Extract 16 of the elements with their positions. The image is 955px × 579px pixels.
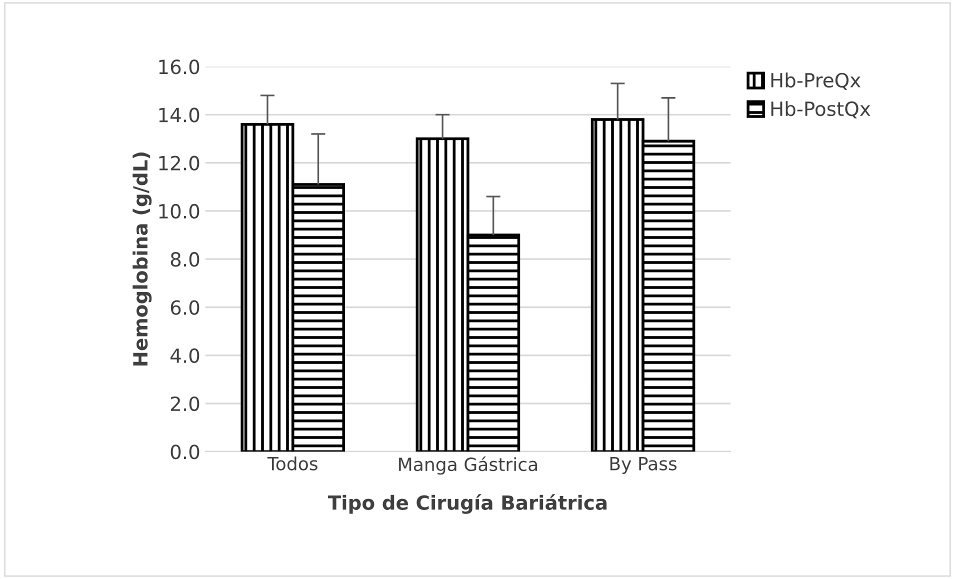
- x-tick-label: Todos: [267, 456, 318, 470]
- y-tick-label: 8.0: [170, 252, 200, 267]
- x-tick-label: By Pass: [610, 457, 677, 474]
- x-tick-label: Manga Gástrica: [399, 456, 537, 475]
- x-axis-title: Tipo de Cirugía Bariátrica: [328, 494, 607, 514]
- legend-label: Hb-PreQx: [771, 72, 861, 90]
- y-axis-title: Hemoglobina (g/dL): [132, 152, 152, 366]
- y-tick-label: 6.0: [170, 300, 200, 315]
- y-tick-label: 10.0: [159, 204, 200, 219]
- y-tick-label: 0.0: [170, 444, 200, 460]
- y-tick-label: 14.0: [159, 108, 200, 122]
- legend-label: Hb-PostQx: [771, 101, 870, 118]
- y-tick-label: 12.0: [159, 156, 200, 171]
- y-tick-label: 16.0: [159, 60, 200, 74]
- y-tick-label: 4.0: [170, 348, 200, 364]
- y-tick-label: 2.0: [170, 396, 200, 412]
